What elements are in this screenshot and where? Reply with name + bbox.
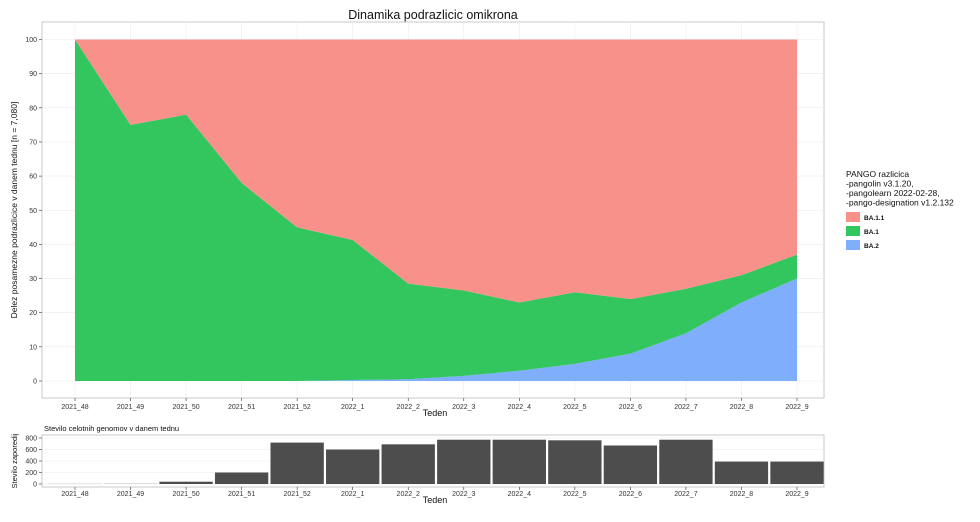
main-y-tick-label: 90 (29, 71, 37, 78)
main-y-tick-label: 100 (25, 37, 37, 44)
main-y-tick-label: 50 (29, 208, 37, 215)
bar-2022_2 (381, 444, 435, 484)
area-series-BA-1 (75, 39, 797, 381)
bar-2021_52 (270, 442, 324, 484)
main-x-tick-label: 2021_49 (117, 404, 144, 411)
legend-title-line: PANGO razlicica (846, 169, 909, 179)
bar-y-tick-label: 0 (33, 482, 37, 489)
bar-2022_1 (326, 449, 380, 484)
main-y-tick-label: 0 (33, 379, 37, 386)
main-x-tick-label: 2022_1 (341, 404, 364, 411)
main-x-tick-label: 2022_3 (452, 404, 475, 411)
bar-y-tick-label: 800 (25, 436, 37, 443)
bar-x-tick-label: 2022_4 (508, 491, 531, 498)
bar-x-tick-label: 2021_48 (61, 491, 88, 498)
bar-2022_9 (770, 461, 824, 484)
bar-y-tick-label: 200 (25, 470, 37, 477)
bar-2022_5 (548, 440, 602, 484)
bar-y-tick-label: 400 (25, 459, 37, 466)
main-chart-title: Dinamika podrazlicic omikrona (348, 8, 518, 22)
bar-chart-title: Stevilo celotnih genomov v danem tednu (44, 424, 179, 433)
bar-y-axis-title: Stevilo zaporedij (10, 433, 19, 488)
bar-x-tick-label: 2021_52 (284, 491, 311, 498)
bar-x-tick-label: 2021_51 (228, 491, 255, 498)
bar-x-tick-label: 2021_49 (117, 491, 144, 498)
bar-x-tick-label: 2022_6 (619, 491, 642, 498)
main-x-tick-label: 2021_51 (228, 404, 255, 411)
bar-x-tick-label: 2022_9 (785, 491, 808, 498)
main-x-tick-label: 2022_6 (619, 404, 642, 411)
legend-title-line: -pangolin v3.1.20, (846, 179, 914, 189)
area-series-BA-1-1 (75, 39, 797, 303)
main-y-tick-label: 70 (29, 139, 37, 146)
legend-title-line: -pangolearn 2022-02-28, (846, 188, 940, 198)
main-x-tick-label: 2021_52 (284, 404, 311, 411)
bar-2022_6 (603, 445, 658, 484)
bar-x-tick-label: 2022_5 (563, 491, 586, 498)
bar-x-tick-label: 2022_7 (674, 491, 697, 498)
bar-x-tick-label: 2022_8 (730, 491, 753, 498)
bar-2022_8 (714, 461, 769, 484)
main-x-tick-label: 2022_8 (730, 404, 753, 411)
main-y-axis-title: Delez posamezne podrazlicice v danem ted… (9, 102, 19, 319)
bar-x-tick-label: 2022_2 (397, 491, 420, 498)
legend-title-line: -pango-designation v1.2.132 (846, 198, 954, 208)
legend-label-BA-2: BA.2 (864, 243, 879, 250)
legend-swatch-BA-1-1 (846, 212, 860, 222)
bar-2022_7 (659, 439, 713, 484)
bar-2021_51 (214, 472, 269, 484)
main-y-tick-label: 10 (29, 344, 37, 351)
legend-swatch-BA-1 (846, 226, 860, 236)
main-x-tick-label: 2022_2 (397, 404, 420, 411)
area-series-BA-2 (75, 278, 797, 381)
legend-label-BA-1-1: BA.1.1 (864, 215, 885, 222)
bar-x-tick-label: 2021_50 (172, 491, 199, 498)
main-x-tick-label: 2022_4 (508, 404, 531, 411)
main-x-tick-label: 2021_50 (172, 404, 199, 411)
bar-x-axis-title: Teden (423, 495, 448, 505)
main-x-tick-label: 2022_5 (563, 404, 586, 411)
main-x-tick-label: 2021_48 (61, 404, 88, 411)
bar-x-tick-label: 2022_1 (341, 491, 364, 498)
legend-swatch-BA-2 (846, 240, 860, 250)
main-x-tick-label: 2022_9 (785, 404, 808, 411)
main-x-axis-title: Teden (423, 408, 448, 418)
main-x-tick-label: 2022_7 (674, 404, 697, 411)
bar-2022_3 (437, 439, 491, 484)
bar-x-tick-label: 2022_3 (452, 491, 475, 498)
main-y-tick-label: 60 (29, 174, 37, 181)
main-y-tick-label: 20 (29, 310, 37, 317)
main-y-tick-label: 40 (29, 242, 37, 249)
main-y-tick-label: 30 (29, 276, 37, 283)
bar-y-tick-label: 600 (25, 447, 37, 454)
main-y-tick-label: 80 (29, 105, 37, 112)
legend-label-BA-1: BA.1 (864, 229, 879, 236)
bar-2022_4 (492, 439, 546, 484)
bar-2021_50 (159, 481, 213, 484)
